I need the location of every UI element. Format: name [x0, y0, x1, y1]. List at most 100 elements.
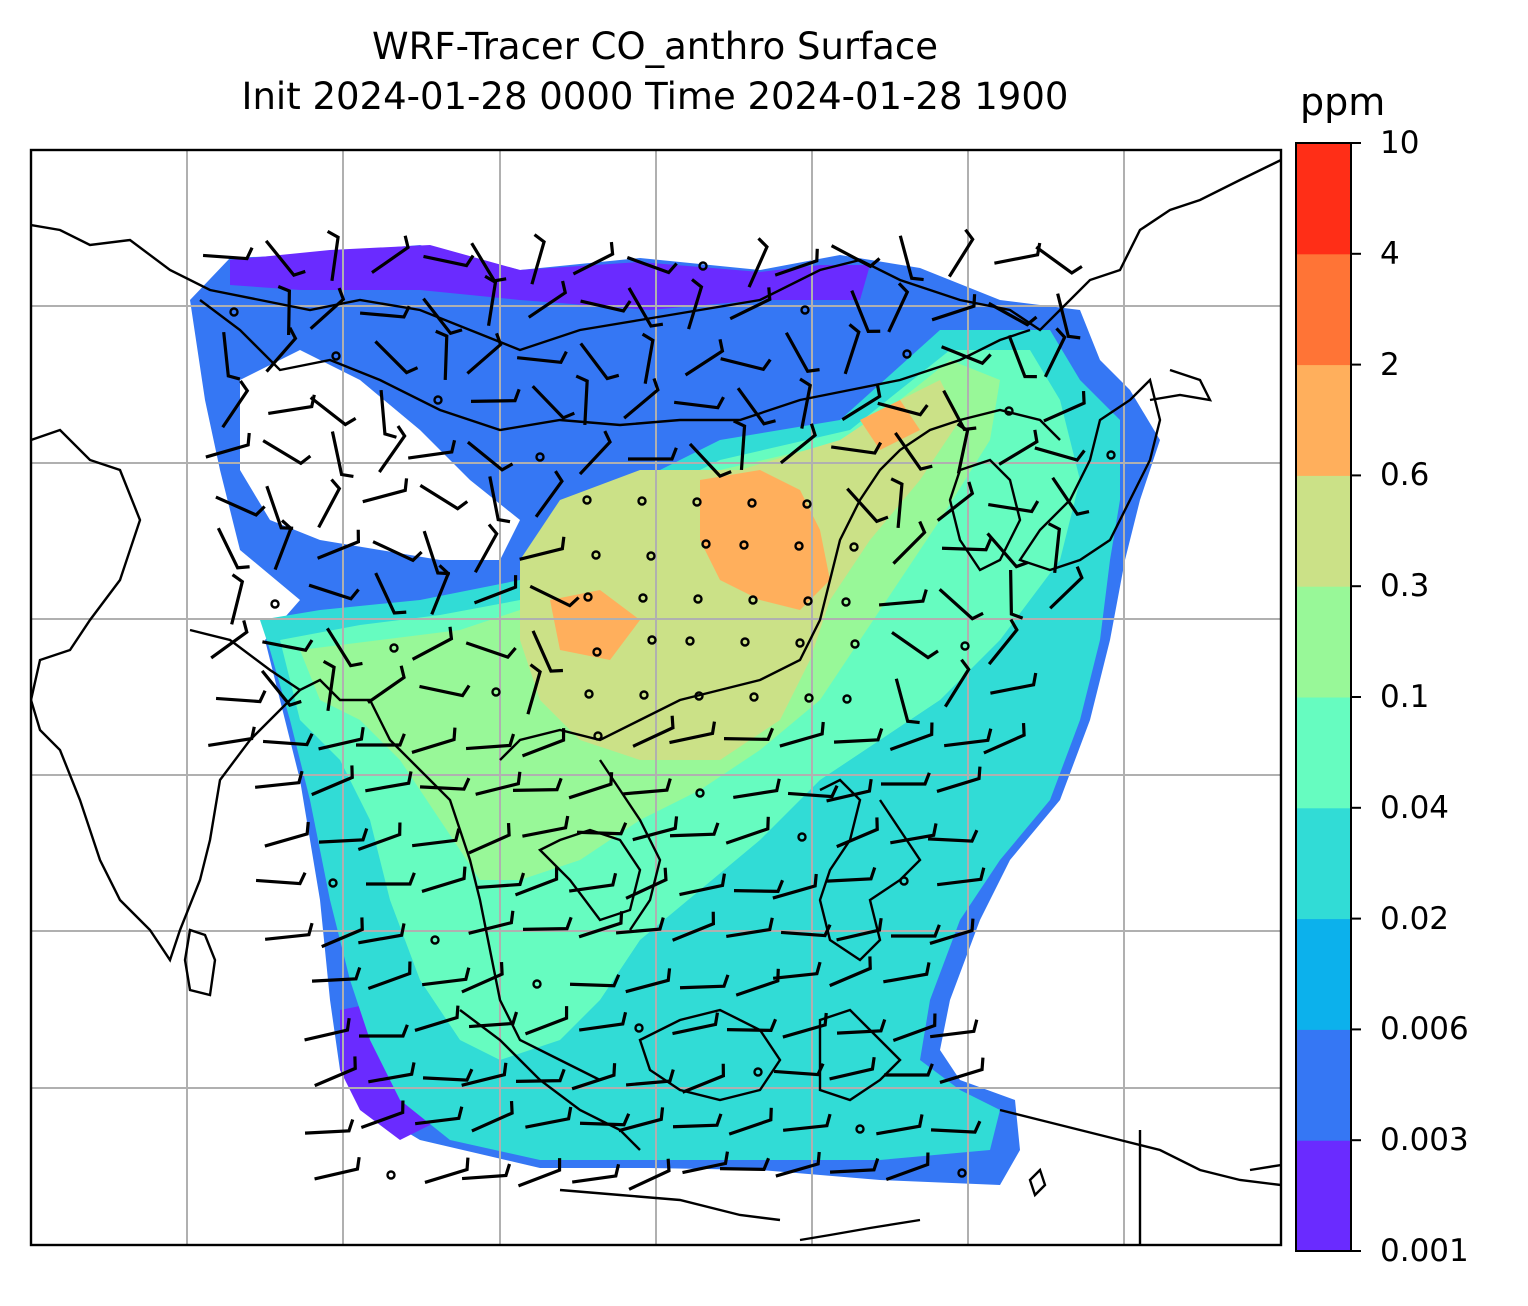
wind-barb — [829, 1157, 880, 1174]
colorbar-swatch — [1296, 364, 1351, 476]
wind-barb — [522, 916, 573, 931]
calm-wind-marker — [957, 1168, 967, 1178]
wind-barb — [473, 523, 499, 574]
wind-barb — [836, 917, 883, 942]
wind-barb — [359, 1024, 409, 1038]
wind-barb — [304, 1017, 351, 1042]
calm-wind-marker — [647, 635, 657, 645]
wind-barb — [885, 1152, 930, 1182]
calm-wind-marker — [855, 1124, 865, 1134]
wind-barb — [732, 419, 747, 471]
wind-barb — [1049, 566, 1084, 610]
wind-barb — [529, 584, 580, 608]
wind-barb — [422, 297, 463, 336]
wind-barb — [202, 246, 254, 261]
colorbar-swatch — [1296, 475, 1351, 587]
wind-barb — [473, 575, 518, 605]
wind-barb — [623, 377, 660, 420]
wind-barb — [575, 374, 589, 426]
wind-barb — [422, 1068, 474, 1082]
calm-wind-marker — [797, 832, 807, 842]
wind-barb — [466, 332, 503, 375]
wind-barb — [264, 922, 314, 941]
calm-wind-marker — [270, 599, 280, 609]
wind-barb — [309, 396, 357, 427]
wind-barb — [929, 918, 975, 945]
wind-barb — [423, 254, 475, 268]
wind-barb — [830, 441, 883, 455]
wind-barb — [471, 1100, 514, 1133]
wind-barb — [927, 829, 979, 843]
calm-wind-marker — [637, 496, 647, 506]
wind-barb — [466, 440, 514, 472]
wind-barb — [682, 1151, 730, 1175]
wind-barb — [830, 244, 881, 269]
wind-barb — [628, 1158, 671, 1191]
calm-wind-marker — [584, 689, 594, 699]
wind-barb — [365, 771, 413, 793]
wind-barb — [891, 924, 941, 938]
wind-barb — [461, 1163, 512, 1181]
wind-barb — [411, 828, 461, 848]
calm-wind-marker — [639, 690, 649, 700]
calm-wind-marker — [701, 539, 711, 549]
wind-barb — [826, 778, 873, 803]
colorbar-tick-label: 0.04 — [1380, 789, 1450, 826]
colorbar-swatch — [1296, 586, 1351, 698]
wind-barb — [579, 342, 620, 381]
wind-barb — [988, 500, 1040, 514]
wind-barb — [571, 1063, 617, 1091]
wind-barb — [1047, 522, 1062, 574]
wind-barb — [723, 727, 775, 742]
wind-barb — [894, 432, 933, 471]
wind-barb — [414, 1106, 464, 1126]
wind-barb — [470, 388, 521, 403]
colorbar-tick-label: 0.001 — [1380, 1233, 1469, 1269]
wind-barb — [534, 470, 564, 518]
calm-wind-marker — [1004, 406, 1014, 416]
wind-barb — [210, 620, 249, 660]
wind-barb — [517, 1158, 562, 1188]
wind-barb — [931, 294, 977, 322]
wind-barb — [682, 1063, 726, 1094]
wind-barb — [262, 639, 314, 652]
wind-barb — [230, 573, 245, 625]
calm-wind-marker — [841, 597, 851, 607]
wind-barb — [787, 784, 839, 799]
wind-barb — [943, 658, 971, 708]
wind-barb — [890, 823, 938, 845]
wind-barb — [939, 1057, 985, 1084]
wind-barb — [930, 1120, 982, 1134]
wind-barb — [679, 873, 727, 897]
calm-wind-marker — [804, 693, 814, 703]
wind-barb — [892, 1013, 937, 1043]
calm-wind-marker — [582, 495, 592, 505]
wind-barb — [841, 384, 882, 422]
wind-barb — [846, 487, 889, 524]
wind-barb — [719, 1157, 771, 1171]
wind-barb — [779, 423, 817, 465]
wind-barb — [779, 721, 825, 748]
wind-barb — [892, 520, 927, 565]
wind-barb — [725, 816, 770, 845]
colorbar-swatch — [1296, 1029, 1351, 1141]
wind-barb — [222, 331, 241, 381]
wind-barb — [987, 301, 1038, 327]
wind-barb — [572, 241, 615, 276]
wind-barb — [362, 478, 409, 504]
wind-barb — [524, 1006, 569, 1036]
wind-barb — [519, 536, 566, 561]
wind-barb — [273, 519, 293, 571]
calm-wind-marker — [902, 349, 912, 359]
wind-barb — [514, 867, 559, 897]
colorbar-tick-label: 0.006 — [1380, 1011, 1469, 1048]
wind-barb — [938, 588, 984, 621]
map-title: WRF-Tracer CO_anthro Surface Init 2024-0… — [30, 22, 1280, 122]
calm-wind-marker — [592, 647, 602, 657]
wind-barb — [262, 732, 314, 747]
wind-barb — [260, 669, 302, 707]
map-frame — [29, 148, 1283, 1247]
wind-barb — [374, 572, 407, 615]
wind-barb — [829, 1056, 876, 1081]
wind-barb — [836, 1018, 887, 1035]
